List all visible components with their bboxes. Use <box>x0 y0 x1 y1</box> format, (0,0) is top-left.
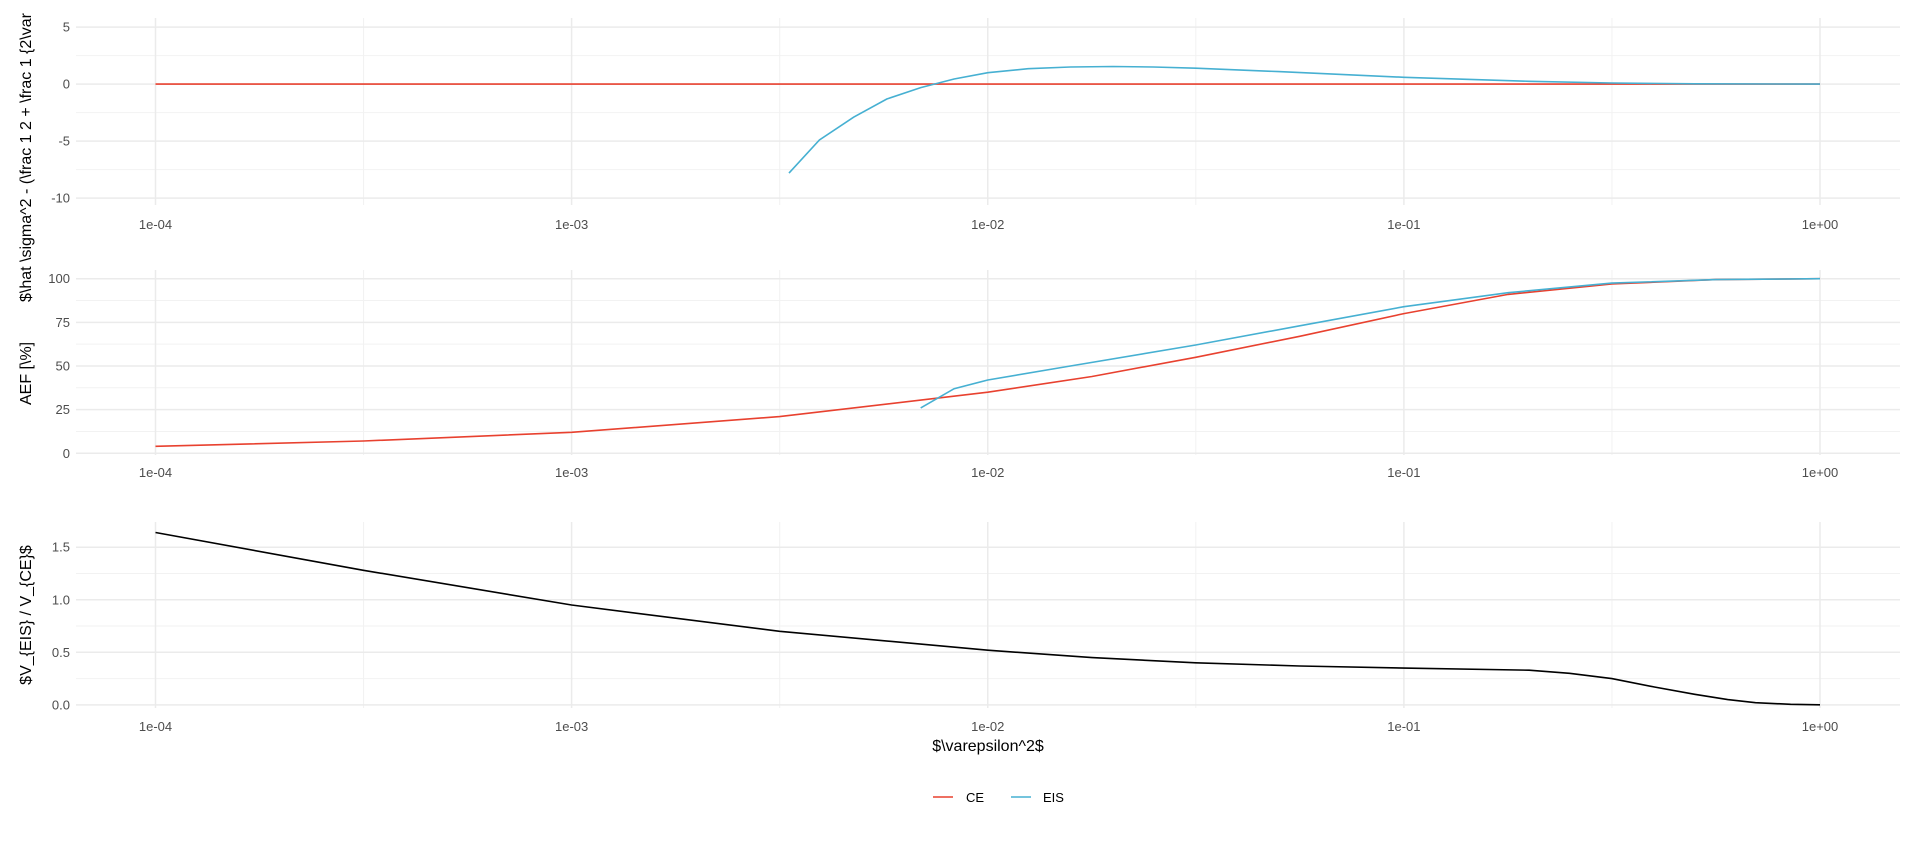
series-line-eis <box>920 277 1821 409</box>
y-axis-label: $\hat \sigma^2 - (\frac 1 2 + \frac 1 {2… <box>18 12 35 302</box>
series-line-eis <box>788 65 1821 174</box>
x-tick-label: 1e-01 <box>1387 719 1420 734</box>
x-tick-label: 1e-02 <box>971 719 1004 734</box>
x-tick-label: 1e-03 <box>555 217 588 232</box>
y-axis-label: AEF [\%] <box>18 342 35 405</box>
x-tick-label: 1e-04 <box>139 217 172 232</box>
x-tick-label: 1e+00 <box>1802 719 1839 734</box>
x-axis-label: $\varepsilon^2$ <box>932 738 1044 755</box>
y-tick-label: 5 <box>63 20 70 35</box>
x-tick-label: 1e-01 <box>1387 465 1420 480</box>
y-tick-label: -10 <box>51 191 70 206</box>
x-tick-label: 1e-03 <box>555 719 588 734</box>
x-tick-label: 1e-02 <box>971 465 1004 480</box>
legend-label-eis: EIS <box>1043 790 1064 805</box>
y-tick-label: 0.5 <box>52 645 70 660</box>
series-line-ce <box>155 277 1821 448</box>
series-line-ratio <box>155 531 1821 706</box>
y-tick-label: 1.5 <box>52 540 70 555</box>
legend-label-ce: CE <box>966 790 984 805</box>
x-tick-label: 1e+00 <box>1802 465 1839 480</box>
y-tick-label: 50 <box>56 358 70 373</box>
panel-3: 0.0 0.5 1.0 1.5 1e-04 1e-03 1e-02 1e-01 1e+00 $V_… <box>18 522 1900 734</box>
y-tick-label: 1.0 <box>52 592 70 607</box>
y-tick-label: 100 <box>48 271 70 286</box>
y-tick-label: 0 <box>63 77 70 92</box>
x-tick-label: 1e-01 <box>1387 217 1420 232</box>
y-tick-label: 0 <box>63 446 70 461</box>
panel-2: 0 25 50 75 100 1e-04 1e-03 1e-02 1e-01 1e+00 AEF [… <box>18 270 1900 480</box>
x-tick-label: 1e-02 <box>971 217 1004 232</box>
panel-1: -10 -5 0 5 1e-04 1e-03 1e-02 1e-01 1e+00 $\hat \s… <box>18 12 1900 302</box>
x-tick-label: 1e-04 <box>139 465 172 480</box>
y-tick-label: 25 <box>56 402 70 417</box>
y-tick-label: 0.0 <box>52 697 70 712</box>
y-axis-label: $V_{EIS} / V_{CE}$ <box>18 545 35 685</box>
y-tick-label: 75 <box>56 315 70 330</box>
y-tick-label: -5 <box>58 134 70 149</box>
legend: CE EIS <box>933 790 1064 805</box>
x-tick-label: 1e+00 <box>1802 217 1839 232</box>
x-tick-label: 1e-04 <box>139 719 172 734</box>
x-tick-label: 1e-03 <box>555 465 588 480</box>
